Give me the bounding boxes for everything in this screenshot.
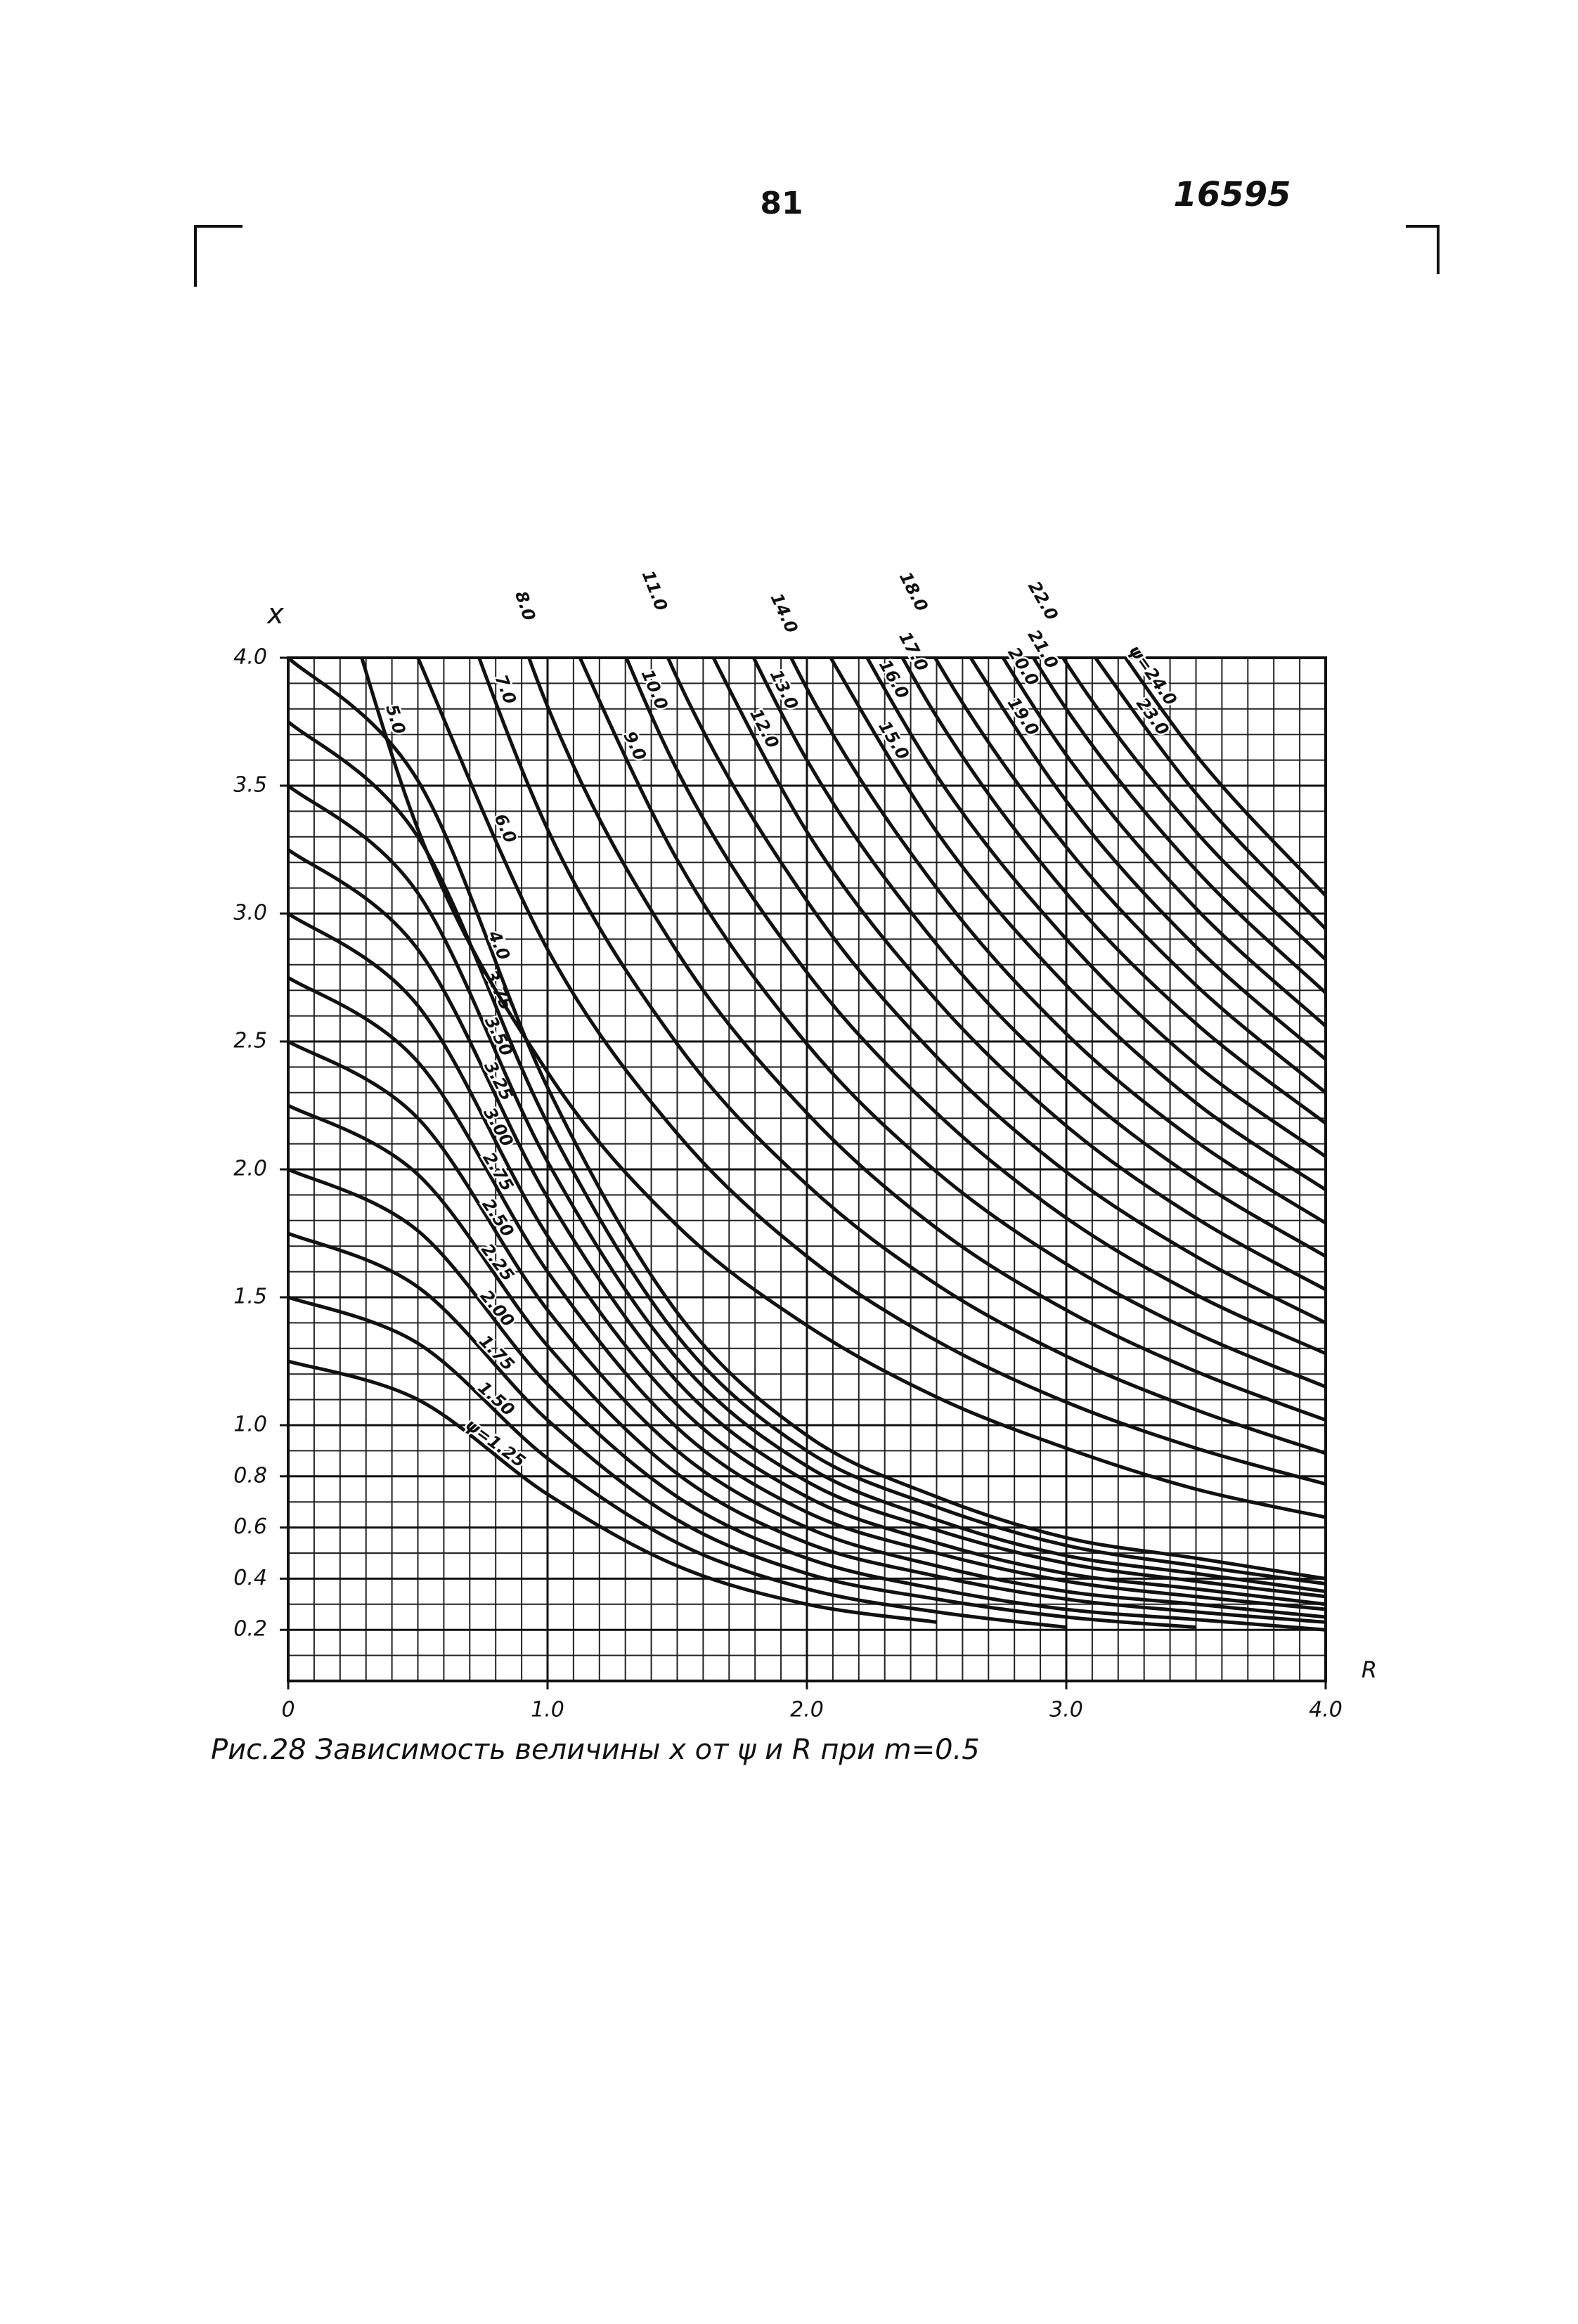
curve [1123, 658, 1326, 897]
curve [1001, 658, 1326, 1028]
y-tick-label: 1.5 [233, 1285, 267, 1309]
y-tick-label: 0.8 [233, 1463, 267, 1488]
x-tick-label: 1.0 [531, 1698, 564, 1722]
curve [751, 658, 1326, 1258]
y-tick-label: 0.4 [233, 1566, 267, 1590]
curve [288, 1039, 1326, 1619]
curve [900, 658, 1326, 1125]
curve [288, 784, 1326, 1594]
x-tick-label: 4.0 [1309, 1698, 1343, 1722]
curve [288, 658, 1326, 1580]
curve [789, 658, 1326, 1225]
curve [288, 911, 1326, 1606]
curve [288, 848, 1326, 1599]
y-tick-label: 4.0 [233, 645, 267, 670]
caption: Рис.28 Зависимость величины x от ψ и R п… [211, 1734, 980, 1766]
curve [288, 1231, 1196, 1630]
curve [477, 658, 1326, 1455]
curve [288, 1295, 1067, 1630]
curve [1093, 658, 1326, 930]
curve [1031, 658, 1326, 994]
y-tick-label: 3.5 [233, 773, 267, 798]
curve [711, 658, 1326, 1292]
corner-mark [1406, 225, 1440, 274]
x-tick-label: 0 [281, 1698, 295, 1722]
y-tick-label: 1.0 [233, 1413, 267, 1437]
curve [1061, 658, 1326, 961]
curve [288, 1103, 1326, 1624]
doc-number: 16595 [1174, 175, 1291, 214]
curve [624, 658, 1326, 1356]
y-tick-label: 2.5 [233, 1029, 267, 1053]
curve [828, 658, 1326, 1192]
y-tick-label: 0.2 [233, 1617, 267, 1642]
curve [578, 658, 1326, 1389]
y-tick-label: 3.0 [233, 901, 267, 926]
y-tick-label: 0.6 [233, 1514, 267, 1539]
curve [865, 658, 1326, 1158]
curve [933, 658, 1326, 1094]
curve [288, 1167, 1326, 1632]
y-tick-label: 2.0 [233, 1157, 267, 1181]
y-axis-label: x [266, 598, 284, 630]
curve [969, 658, 1326, 1061]
curve [526, 658, 1326, 1422]
x-axis-label: R [1362, 1656, 1377, 1683]
page-number: 81 [760, 186, 803, 221]
curve [666, 658, 1326, 1325]
curve [288, 720, 1326, 1586]
curve [360, 658, 1326, 1519]
curve [288, 1359, 937, 1624]
curve [288, 975, 1326, 1611]
x-tick-label: 3.0 [1049, 1698, 1083, 1722]
x-tick-label: 2.0 [790, 1698, 824, 1722]
corner-mark [194, 225, 242, 287]
curve [416, 658, 1326, 1486]
